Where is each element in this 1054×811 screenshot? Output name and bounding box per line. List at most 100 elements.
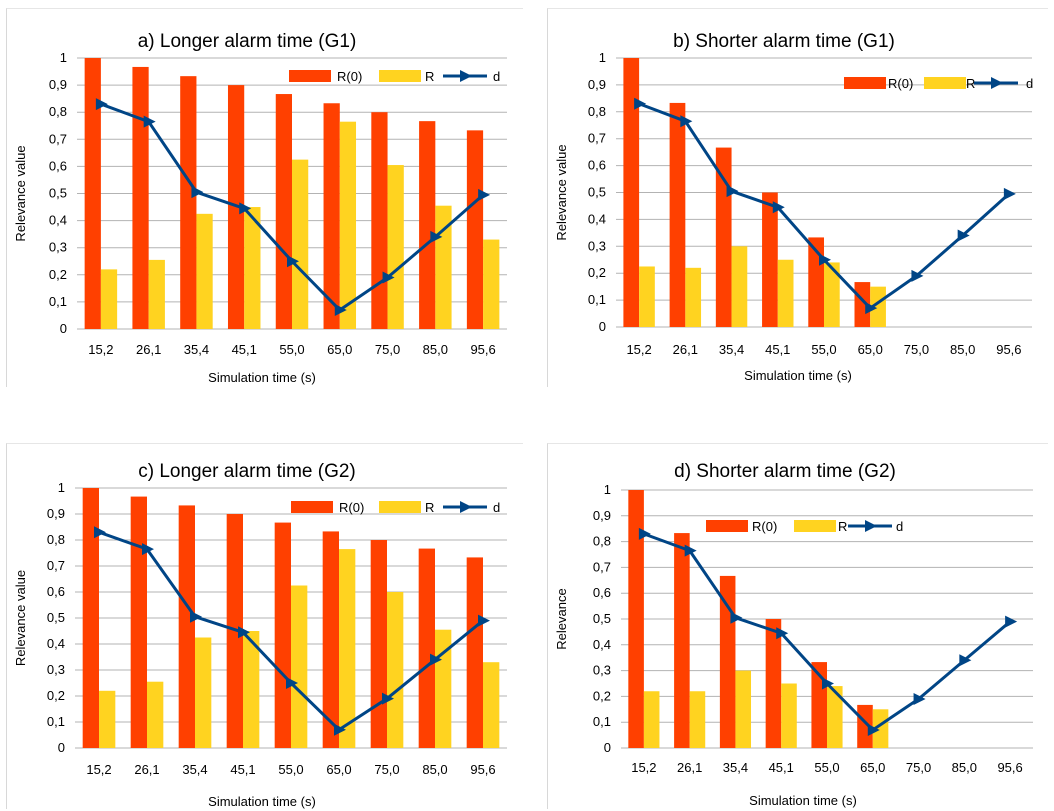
x-tick-label: 45,1 bbox=[232, 342, 257, 357]
point-d bbox=[334, 723, 346, 736]
y-tick-label: 0,5 bbox=[49, 186, 67, 201]
x-tick-label: 95,6 bbox=[996, 342, 1021, 357]
bar-r bbox=[339, 549, 356, 748]
legend-label: d bbox=[493, 69, 500, 84]
bar-r bbox=[639, 266, 655, 327]
point-d bbox=[865, 302, 878, 315]
y-tick-label: 0,5 bbox=[593, 611, 611, 626]
y-tick-label: 0,9 bbox=[593, 508, 611, 523]
x-axis-label: Simulation time (s) bbox=[749, 793, 857, 808]
y-tick-label: 0,8 bbox=[593, 534, 611, 549]
x-tick-label: 95,6 bbox=[997, 760, 1022, 775]
point-d bbox=[730, 611, 743, 624]
point-d bbox=[957, 229, 970, 242]
bar-r bbox=[827, 686, 843, 748]
y-tick-label: 0,9 bbox=[588, 77, 606, 92]
y-tick-label: 1 bbox=[60, 50, 67, 65]
bar-r bbox=[148, 259, 165, 329]
bar-r bbox=[147, 681, 164, 748]
x-tick-label: 15,2 bbox=[631, 760, 656, 775]
bar-r bbox=[735, 670, 752, 748]
x-axis-label: Simulation time (s) bbox=[744, 368, 852, 383]
bar-r bbox=[292, 159, 309, 329]
y-tick-label: 0,2 bbox=[49, 267, 67, 282]
bar-r0 bbox=[419, 121, 436, 329]
y-tick-label: 0,3 bbox=[593, 663, 611, 678]
point-d bbox=[478, 614, 490, 627]
bar-r bbox=[872, 709, 889, 748]
bar-r0 bbox=[132, 66, 149, 330]
legend-swatch-r bbox=[924, 77, 966, 89]
bar-r0 bbox=[82, 488, 99, 748]
legend-label: R bbox=[838, 519, 847, 534]
point-d bbox=[382, 271, 395, 284]
x-tick-label: 65,0 bbox=[326, 762, 351, 777]
y-axis-label: Relevance value bbox=[554, 144, 569, 240]
bar-r0 bbox=[130, 496, 147, 748]
bar-r0 bbox=[854, 282, 871, 327]
legend-swatch-r bbox=[794, 520, 836, 532]
x-tick-label: 26,1 bbox=[134, 762, 159, 777]
bar-r bbox=[777, 259, 794, 327]
bar-r0 bbox=[719, 575, 736, 748]
y-tick-label: 0,3 bbox=[47, 662, 65, 677]
y-tick-label: 0,4 bbox=[49, 213, 67, 228]
legend-label: d bbox=[493, 500, 500, 515]
point-d bbox=[1003, 187, 1016, 200]
y-tick-label: 0,8 bbox=[47, 532, 65, 547]
point-d bbox=[191, 186, 204, 199]
legend-label: R(0) bbox=[337, 69, 362, 84]
bar-r0 bbox=[762, 192, 778, 327]
bars bbox=[84, 58, 500, 330]
chart-title: d) Shorter alarm time (G2) bbox=[674, 461, 896, 482]
bar-r bbox=[689, 691, 706, 748]
point-d bbox=[819, 253, 831, 266]
bar-r0 bbox=[674, 533, 690, 748]
x-tick-label: 55,0 bbox=[278, 762, 303, 777]
y-tick-label: 0,6 bbox=[593, 585, 611, 600]
point-d bbox=[638, 527, 651, 540]
point-d bbox=[190, 610, 202, 623]
x-tick-label: 26,1 bbox=[673, 342, 698, 357]
bar-r bbox=[870, 286, 886, 327]
chart-c: 0 0,1 0,2 0,3 0,4 0,5 0,6 0,7 0,8 0,9 1 15,2 26,1 35,… bbox=[13, 461, 507, 809]
y-axis-label: Relevance bbox=[554, 588, 569, 649]
y-tick-label: 0,7 bbox=[47, 558, 65, 573]
y-tick-label: 0,8 bbox=[49, 104, 67, 119]
bar-r0 bbox=[322, 531, 339, 748]
x-tick-label: 15,2 bbox=[86, 762, 111, 777]
x-tick-label: 26,1 bbox=[677, 760, 702, 775]
point-d bbox=[913, 692, 926, 705]
bar-r bbox=[483, 662, 500, 748]
chart-d: 0 0,1 0,2 0,3 0,4 0,5 0,6 0,7 0,8 0,9 1 15,2 26,1 35,… bbox=[554, 461, 1033, 808]
y-tick-label: 0,9 bbox=[47, 506, 65, 521]
bar-r0 bbox=[274, 522, 291, 748]
point-d bbox=[478, 188, 491, 201]
legend-marker-d bbox=[460, 70, 472, 82]
point-d bbox=[334, 304, 347, 317]
x-tick-label: 55,0 bbox=[279, 342, 304, 357]
legend-swatch-r0 bbox=[706, 520, 748, 532]
y-tick-label: 0,4 bbox=[47, 636, 65, 651]
point-d bbox=[238, 626, 250, 639]
y-tick-label: 0,6 bbox=[47, 584, 65, 599]
point-d bbox=[382, 692, 394, 705]
bar-r0 bbox=[370, 540, 387, 748]
point-d bbox=[94, 526, 106, 539]
legend-label: R(0) bbox=[339, 500, 364, 515]
bar-r bbox=[824, 262, 840, 327]
point-d bbox=[684, 544, 697, 557]
legend-swatch-r bbox=[379, 501, 421, 513]
x-tick-label: 45,1 bbox=[769, 760, 794, 775]
legend-marker-d bbox=[865, 520, 877, 532]
bar-r bbox=[99, 690, 116, 748]
y-tick-label: 0,3 bbox=[588, 238, 606, 253]
bar-r bbox=[781, 683, 797, 748]
y-tick-label: 0,8 bbox=[588, 104, 606, 119]
y-tick-label: 0,3 bbox=[49, 240, 67, 255]
x-tick-label: 26,1 bbox=[136, 342, 161, 357]
x-tick-label: 75,0 bbox=[906, 760, 931, 775]
